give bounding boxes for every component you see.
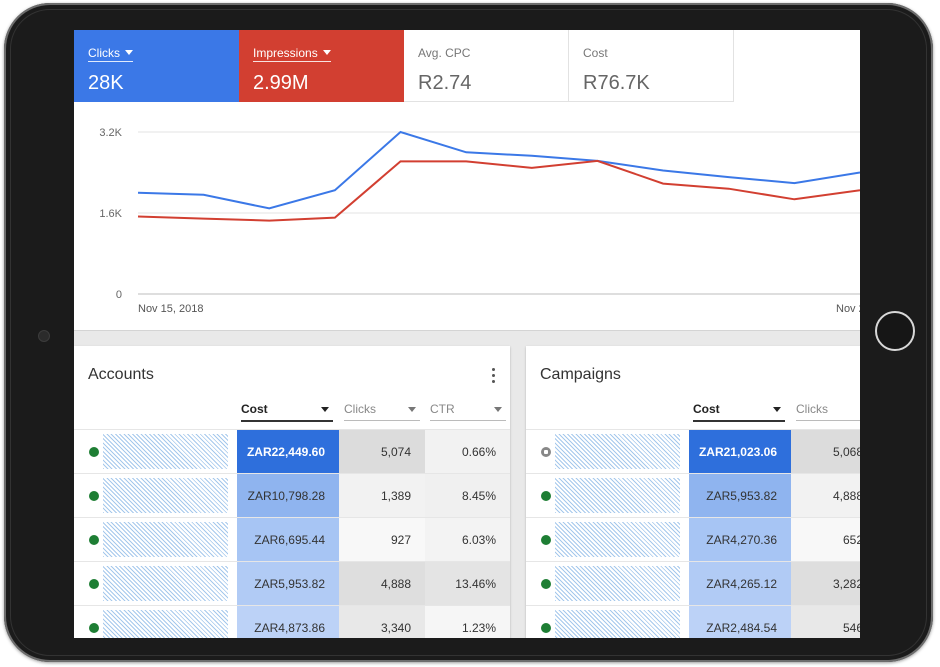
sort-down-icon: [494, 407, 502, 412]
active-status-icon: [541, 623, 551, 633]
active-status-icon: [89, 623, 99, 633]
table-row[interactable]: ZAR5,953.82 4,888: [526, 473, 860, 518]
cost-cell: ZAR4,265.12: [689, 562, 791, 606]
series-line-clicks[interactable]: [137, 130, 860, 210]
ctr-cell: 0.66%: [425, 430, 510, 474]
caret-down-icon: [125, 50, 133, 55]
table-row[interactable]: ZAR10,798.28 1,389 8.45%: [74, 473, 510, 518]
metric-label: Cost: [583, 46, 608, 60]
metric-tile-impressions[interactable]: Impressions 2.99M: [239, 30, 404, 102]
accounts-card: Accounts Cost Clicks CTR ZAR22,449.60 5,0…: [74, 346, 510, 638]
column-header-cost[interactable]: Cost: [241, 402, 333, 422]
column-header-ctr[interactable]: CTR: [430, 402, 506, 421]
metric-value: R2.74: [418, 72, 472, 94]
line-chart: 3.2K 1.6K 0 Nov 15, 2018 Nov 2: [99, 127, 860, 315]
home-button[interactable]: [875, 311, 915, 351]
table-row[interactable]: ZAR21,023.06 5,068: [526, 429, 860, 474]
table-row[interactable]: ZAR2,484.54 546: [526, 605, 860, 638]
x-tick-label: Nov 15, 2018: [138, 303, 203, 315]
table-row[interactable]: ZAR5,953.82 4,888 13.46%: [74, 561, 510, 606]
ctr-cell: 1.23%: [425, 606, 510, 638]
sort-down-icon: [408, 407, 416, 412]
redacted-name: [103, 610, 228, 638]
sort-down-icon: [773, 407, 781, 412]
column-header-clicks[interactable]: Clicks: [796, 402, 860, 421]
performance-chart: 3.2K 1.6K 0 Nov 15, 2018 Nov 2: [74, 102, 860, 331]
redacted-name: [555, 566, 680, 601]
redacted-name: [103, 566, 228, 601]
clicks-cell: 652: [791, 518, 860, 562]
cost-cell: ZAR2,484.54: [689, 606, 791, 638]
redacted-name: [555, 434, 680, 469]
clicks-cell: 4,888: [339, 562, 425, 606]
metric-label: Avg. CPC: [418, 46, 471, 60]
table-row[interactable]: ZAR22,449.60 5,074 0.66%: [74, 429, 510, 474]
redacted-name: [555, 610, 680, 638]
redacted-name: [103, 434, 228, 469]
ctr-cell: 13.46%: [425, 562, 510, 606]
paused-status-icon: [541, 447, 551, 457]
active-status-icon: [89, 579, 99, 589]
clicks-cell: 5,074: [339, 430, 425, 474]
y-tick-label: 1.6K: [99, 208, 122, 220]
metric-tile-clicks[interactable]: Clicks 28K: [74, 30, 239, 102]
metric-value: 28K: [88, 72, 124, 94]
cost-cell: ZAR4,873.86: [237, 606, 339, 638]
more-options-icon[interactable]: [492, 368, 496, 384]
active-status-icon: [89, 491, 99, 501]
clicks-cell: 3,340: [339, 606, 425, 638]
redacted-name: [103, 522, 228, 557]
metric-value: 2.99M: [253, 72, 309, 94]
clicks-cell: 4,888: [791, 474, 860, 518]
cost-cell: ZAR5,953.82: [237, 562, 339, 606]
metric-label[interactable]: Clicks: [88, 46, 133, 62]
clicks-cell: 927: [339, 518, 425, 562]
redacted-name: [103, 478, 228, 513]
table-row[interactable]: ZAR6,695.44 927 6.03%: [74, 517, 510, 562]
cost-cell: ZAR4,270.36: [689, 518, 791, 562]
cost-cell: ZAR6,695.44: [237, 518, 339, 562]
active-status-icon: [541, 579, 551, 589]
active-status-icon: [541, 535, 551, 545]
metric-tile-cost[interactable]: Cost R76.7K: [569, 30, 734, 102]
metric-tile-avg-cpc[interactable]: Avg. CPC R2.74: [404, 30, 569, 102]
series-line-impressions[interactable]: [137, 159, 860, 222]
cost-cell: ZAR5,953.82: [689, 474, 791, 518]
redacted-name: [555, 522, 680, 557]
campaigns-card: Campaigns Cost Clicks ZAR21,023.06 5,068 Z…: [526, 346, 860, 638]
metric-tiles: Clicks 28K Impressions 2.99M Avg. CPC R2…: [74, 30, 860, 102]
cost-cell: ZAR10,798.28: [237, 474, 339, 518]
screen: Clicks 28K Impressions 2.99M Avg. CPC R2…: [74, 30, 860, 638]
clicks-cell: 5,068: [791, 430, 860, 474]
active-status-icon: [89, 447, 99, 457]
table-row[interactable]: ZAR4,873.86 3,340 1.23%: [74, 605, 510, 638]
x-tick-label: Nov 2: [836, 303, 860, 315]
metric-value: R76.7K: [583, 72, 650, 94]
clicks-cell: 3,282: [791, 562, 860, 606]
column-header-cost[interactable]: Cost: [693, 402, 785, 422]
card-title: Campaigns: [540, 366, 621, 383]
cost-cell: ZAR21,023.06: [689, 430, 791, 474]
table-row[interactable]: ZAR4,270.36 652: [526, 517, 860, 562]
active-status-icon: [541, 491, 551, 501]
table-row[interactable]: ZAR4,265.12 3,282: [526, 561, 860, 606]
redacted-name: [555, 478, 680, 513]
metric-label[interactable]: Impressions: [253, 46, 331, 62]
caret-down-icon: [322, 50, 331, 55]
camera-icon: [38, 330, 50, 342]
y-tick-label: 0: [116, 289, 122, 301]
clicks-cell: 1,389: [339, 474, 425, 518]
ctr-cell: 8.45%: [425, 474, 510, 518]
y-tick-label: 3.2K: [99, 127, 122, 139]
cost-cell: ZAR22,449.60: [237, 430, 339, 474]
active-status-icon: [89, 535, 99, 545]
clicks-cell: 546: [791, 606, 860, 638]
column-header-clicks[interactable]: Clicks: [344, 402, 420, 421]
tablet-bezel: [10, 9, 927, 656]
sort-down-icon: [321, 407, 329, 412]
card-title: Accounts: [88, 366, 154, 383]
ctr-cell: 6.03%: [425, 518, 510, 562]
